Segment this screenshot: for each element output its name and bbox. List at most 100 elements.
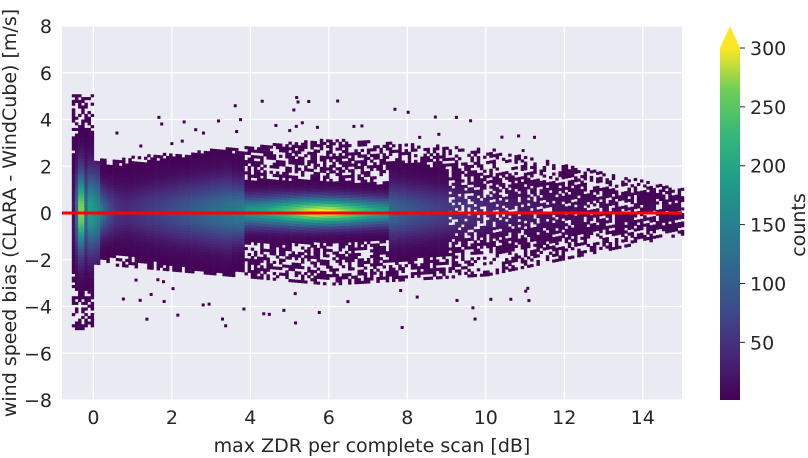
histogram-cell [115,201,120,206]
histogram-cell [244,221,248,225]
histogram-cell [125,253,129,257]
histogram-cell [165,169,170,174]
histogram-cell [326,240,330,244]
histogram-cell [341,231,346,235]
histogram-cell [404,174,409,178]
histogram-cell [294,184,299,188]
histogram-cell [395,236,399,240]
histogram-cell [410,190,415,194]
histogram-cell [288,222,292,227]
histogram-cell [329,187,333,191]
histogram-cell [269,196,274,200]
histogram-cell [241,165,245,169]
histogram-cell [307,204,311,209]
histogram-cell [241,235,245,239]
histogram-cell [74,276,79,280]
histogram-cell [435,192,440,196]
histogram-cell [74,164,79,168]
histogram-cell [373,198,377,202]
histogram-cell [184,241,189,245]
histogram-cell [348,256,352,260]
histogram-cell [313,275,317,279]
histogram-cell [100,225,104,229]
histogram-cell [219,174,223,178]
histogram-cell [423,240,427,244]
histogram-cell [131,222,135,227]
histogram-cell [78,158,82,162]
histogram-cell [288,267,292,271]
histogram-cell [285,155,289,159]
histogram-cell [238,151,242,155]
histogram-cell [122,219,126,223]
histogram-cell [332,189,336,193]
histogram-cell [247,188,252,192]
histogram-cell [131,164,135,168]
histogram-cell [300,252,305,256]
histogram-cell [307,182,311,186]
histogram-cell [172,229,176,233]
histogram-cell [213,241,217,245]
histogram-cell [118,244,123,248]
histogram-cell [175,235,179,239]
histogram-cell [78,284,82,289]
histogram-cell [235,181,239,185]
histogram-cell [316,186,321,190]
histogram-cell [81,158,85,162]
histogram-cell [388,248,393,252]
histogram-cell [197,256,201,260]
histogram-cell [263,257,267,261]
histogram-cell [228,217,233,221]
histogram-cell [313,253,317,257]
histogram-cell [332,226,336,230]
histogram-cell [213,171,217,175]
histogram-cell [275,224,280,228]
histogram-cell [351,183,355,187]
histogram-cell [423,162,427,166]
histogram-cell [272,232,277,236]
histogram-cell [250,149,255,153]
histogram-cell [341,206,346,210]
histogram-cell [260,214,264,218]
histogram-cell [395,194,399,198]
histogram-cell [71,136,76,140]
histogram-cell [435,231,440,235]
histogram-cell [329,234,333,239]
histogram-cell [115,199,120,203]
histogram-cell [150,235,154,239]
histogram-cell [216,185,220,189]
histogram-cell [74,237,79,241]
histogram-cell [71,254,76,258]
histogram-cell [231,262,236,266]
histogram-cell [257,155,261,159]
histogram-cell [90,254,95,258]
histogram-cell [253,169,258,173]
histogram-cell [442,261,446,265]
histogram-cell [395,197,399,201]
histogram-cell [288,256,292,260]
histogram-cell [140,218,145,222]
histogram-cell [260,259,264,263]
histogram-cell [266,198,270,202]
histogram-cell [162,259,167,263]
histogram-cell [407,196,412,200]
histogram-cell [153,196,157,200]
histogram-cell [442,177,446,181]
histogram-cell [329,223,333,227]
histogram-cell [407,241,412,245]
histogram-cell [153,213,157,217]
histogram-cell [228,270,233,275]
histogram-cell [332,181,336,185]
histogram-cell [344,273,349,277]
histogram-cell [106,217,110,222]
histogram-cell [78,226,82,230]
histogram-cell [326,156,330,160]
histogram-cell [169,206,173,210]
histogram-cell [147,258,151,262]
histogram-cell [71,245,76,249]
histogram-cell [300,156,305,160]
histogram-cell [417,190,421,194]
histogram-cell [178,199,182,203]
histogram-cell [275,244,280,248]
histogram-cell [84,259,88,263]
histogram-cell [112,165,117,169]
